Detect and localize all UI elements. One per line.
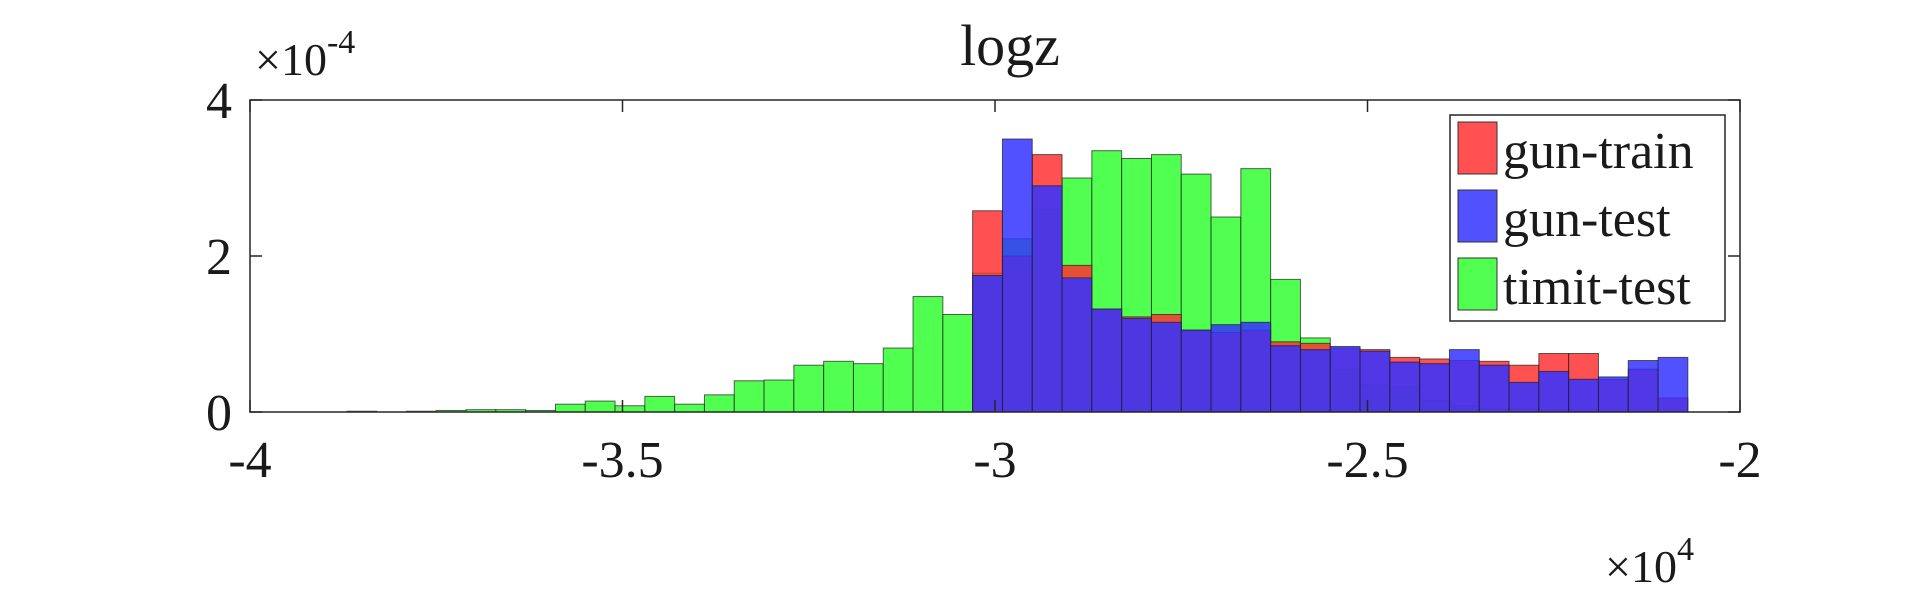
bar-gun-test: [1359, 350, 1391, 413]
bar-gun-test: [1180, 329, 1212, 413]
bar-timit-test: [823, 360, 854, 413]
bar-gun-test: [1389, 361, 1421, 413]
bar-timit-test: [852, 363, 884, 413]
bar-timit-test: [614, 405, 646, 413]
bar-timit-test: [703, 394, 735, 413]
x-tick-label: -4: [228, 432, 271, 489]
bar-gun-test: [1538, 370, 1570, 413]
bar-gun-test: [1568, 378, 1599, 413]
legend: gun-train gun-test timit-test: [1449, 114, 1726, 322]
y-exponent-value: -4: [327, 24, 355, 61]
y-exponent-label: ×10-4: [255, 24, 355, 85]
x-tick-label: -2.5: [1326, 432, 1408, 489]
legend-swatch-timit-test: [1457, 257, 1498, 311]
legend-label-timit-test: timit-test: [1503, 259, 1691, 316]
bar-gun-test: [1597, 376, 1629, 413]
y-tick-label: 4: [206, 73, 232, 130]
bar-gun-test: [1061, 277, 1093, 413]
chart-title: logz: [960, 13, 1060, 78]
bar-gun-test: [1627, 360, 1659, 413]
bar-timit-test: [584, 400, 616, 413]
bar-gun-test: [1508, 381, 1540, 413]
bar-timit-test: [882, 347, 914, 413]
bar-timit-test: [644, 395, 676, 413]
bar-gun-test: [1240, 321, 1272, 413]
bar-gun-test: [1448, 349, 1480, 413]
x-exponent-label: ×104: [1605, 531, 1694, 592]
x-exponent-value: 4: [1677, 531, 1694, 568]
bar-gun-test: [1329, 345, 1361, 413]
legend-label-gun-train: gun-train: [1503, 123, 1694, 180]
legend-swatch-gun-train: [1457, 121, 1498, 175]
bar-gun-test: [1299, 349, 1331, 413]
x-tick-label: -3.5: [581, 432, 663, 489]
bar-timit-test: [674, 403, 705, 413]
y-tick-label: 0: [206, 385, 232, 442]
x-tick-label: -2: [1718, 432, 1761, 489]
bar-gun-test: [1210, 324, 1242, 413]
bar-gun-test: [1001, 138, 1033, 413]
bar-timit-test: [763, 379, 795, 413]
bar-gun-test: [1121, 317, 1152, 413]
bar-timit-test: [733, 380, 765, 413]
legend-swatch-gun-test: [1457, 189, 1498, 243]
bar-timit-test: [793, 364, 825, 413]
bar-gun-test: [1091, 308, 1123, 413]
x-tick-label: -3: [973, 432, 1016, 489]
y-tick-label: 2: [206, 229, 232, 286]
legend-label-gun-test: gun-test: [1503, 191, 1671, 248]
bar-gun-test: [1657, 356, 1689, 413]
bar-gun-test: [1419, 363, 1450, 413]
bar-gun-test: [1478, 364, 1510, 413]
bar-timit-test: [554, 403, 586, 413]
bar-gun-test: [972, 275, 1003, 413]
bar-timit-test: [912, 296, 944, 413]
bar-gun-test: [1270, 345, 1301, 413]
bar-timit-test: [942, 314, 974, 413]
ticks-layer: -4 -3.5 -3 -2.5 -2 0 2 4: [206, 73, 1762, 489]
bar-gun-test: [1150, 321, 1182, 413]
bar-gun-test: [1031, 185, 1063, 413]
